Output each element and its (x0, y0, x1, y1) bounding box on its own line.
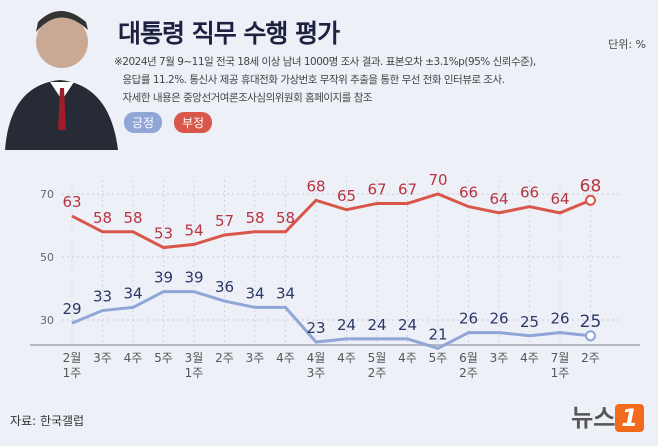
data-label: 25 (520, 313, 539, 331)
data-label: 58 (93, 209, 112, 227)
x-tick-label: 1주 (551, 366, 570, 380)
data-label: 24 (367, 316, 386, 334)
x-tick-label: 4주 (398, 351, 417, 365)
x-tick-label: 4월 (307, 351, 326, 365)
x-tick-label: 4주 (124, 351, 143, 365)
data-label: 26 (550, 310, 569, 328)
y-tick-label: 70 (40, 188, 54, 201)
note-line: 자세한 내용은 중앙선거여론조사심의위원회 홈페이지를 참조 (114, 92, 373, 104)
legend-negative: 부정 (174, 112, 213, 133)
series-line-negative (71, 192, 592, 250)
data-label: 39 (154, 269, 173, 287)
data-label: 58 (123, 209, 142, 227)
x-tick-label: 3주 (307, 366, 326, 380)
data-label: 53 (154, 225, 173, 243)
data-label: 34 (123, 284, 142, 302)
unit-label: 단위: % (608, 38, 646, 51)
data-label: 67 (398, 180, 417, 198)
data-label: 67 (367, 180, 386, 198)
note-line: ※2024년 7월 9~11일 전국 18세 이상 남녀 1000명 조사 결과… (114, 56, 536, 68)
x-tick-label: 5주 (429, 351, 448, 365)
data-label: 65 (337, 187, 356, 205)
data-label: 58 (245, 209, 264, 227)
data-label: 54 (184, 221, 203, 239)
x-tick-label: 6월 (459, 351, 478, 365)
data-label: 57 (215, 212, 234, 230)
news1-logo: 뉴스 1 (571, 398, 644, 433)
legend-positive: 긍정 (124, 112, 163, 133)
x-tick-label: 3주 (246, 351, 265, 365)
data-label: 21 (428, 325, 447, 343)
data-label: 68 (580, 176, 602, 196)
data-label: 36 (215, 278, 234, 296)
x-tick-label: 2주 (215, 351, 234, 365)
data-label: 29 (62, 300, 81, 318)
x-tick-label: 2주 (581, 351, 600, 365)
data-label: 39 (184, 269, 203, 287)
data-label: 34 (245, 284, 264, 302)
data-label: 63 (62, 193, 81, 211)
data-label: 70 (428, 171, 447, 189)
data-label: 26 (489, 310, 508, 328)
note-line: 응답률 11.2%. 통신사 제공 휴대전화 가상번호 무작위 추출을 통한 무… (114, 74, 506, 86)
x-tick-label: 2월 (63, 351, 82, 365)
y-tick-label: 50 (40, 251, 54, 264)
y-tick-label: 30 (40, 314, 54, 327)
president-photo (5, 11, 118, 150)
chart-title: 대통령 직무 수행 평가 (118, 19, 340, 48)
data-point (585, 330, 596, 342)
data-label: 25 (580, 312, 602, 332)
data-label: 58 (276, 209, 295, 227)
data-label: 33 (93, 288, 112, 306)
survey-note: ※2024년 7월 9~11일 전국 18세 이상 남녀 1000명 조사 결과… (114, 53, 536, 107)
x-tick-label: 4주 (520, 351, 539, 365)
data-label: 23 (306, 319, 325, 337)
data-label: 64 (550, 190, 569, 208)
x-tick-label: 2주 (368, 366, 387, 380)
x-tick-label: 4주 (337, 351, 356, 365)
x-tick-label: 4주 (276, 351, 295, 365)
data-label: 68 (306, 177, 325, 195)
data-label: 66 (520, 184, 539, 202)
data-label: 24 (337, 316, 356, 334)
source: 자료: 한국갤럽 (10, 414, 85, 428)
data-label: 64 (489, 190, 508, 208)
x-tick-label: 3주 (490, 351, 509, 365)
x-tick-label: 1주 (185, 366, 204, 380)
x-tick-label: 5주 (154, 351, 173, 365)
data-label: 24 (398, 316, 417, 334)
x-tick-label: 7월 (551, 351, 570, 365)
x-tick-label: 5월 (368, 351, 387, 365)
data-label: 66 (459, 184, 478, 202)
data-point (585, 194, 596, 206)
x-tick-label: 3주 (93, 351, 112, 365)
x-tick-label: 1주 (63, 366, 82, 380)
data-label: 34 (276, 284, 295, 302)
data-label: 26 (459, 310, 478, 328)
x-tick-label: 2주 (459, 366, 478, 380)
x-tick-label: 3월 (185, 351, 204, 365)
series-line-positive (71, 290, 591, 350)
